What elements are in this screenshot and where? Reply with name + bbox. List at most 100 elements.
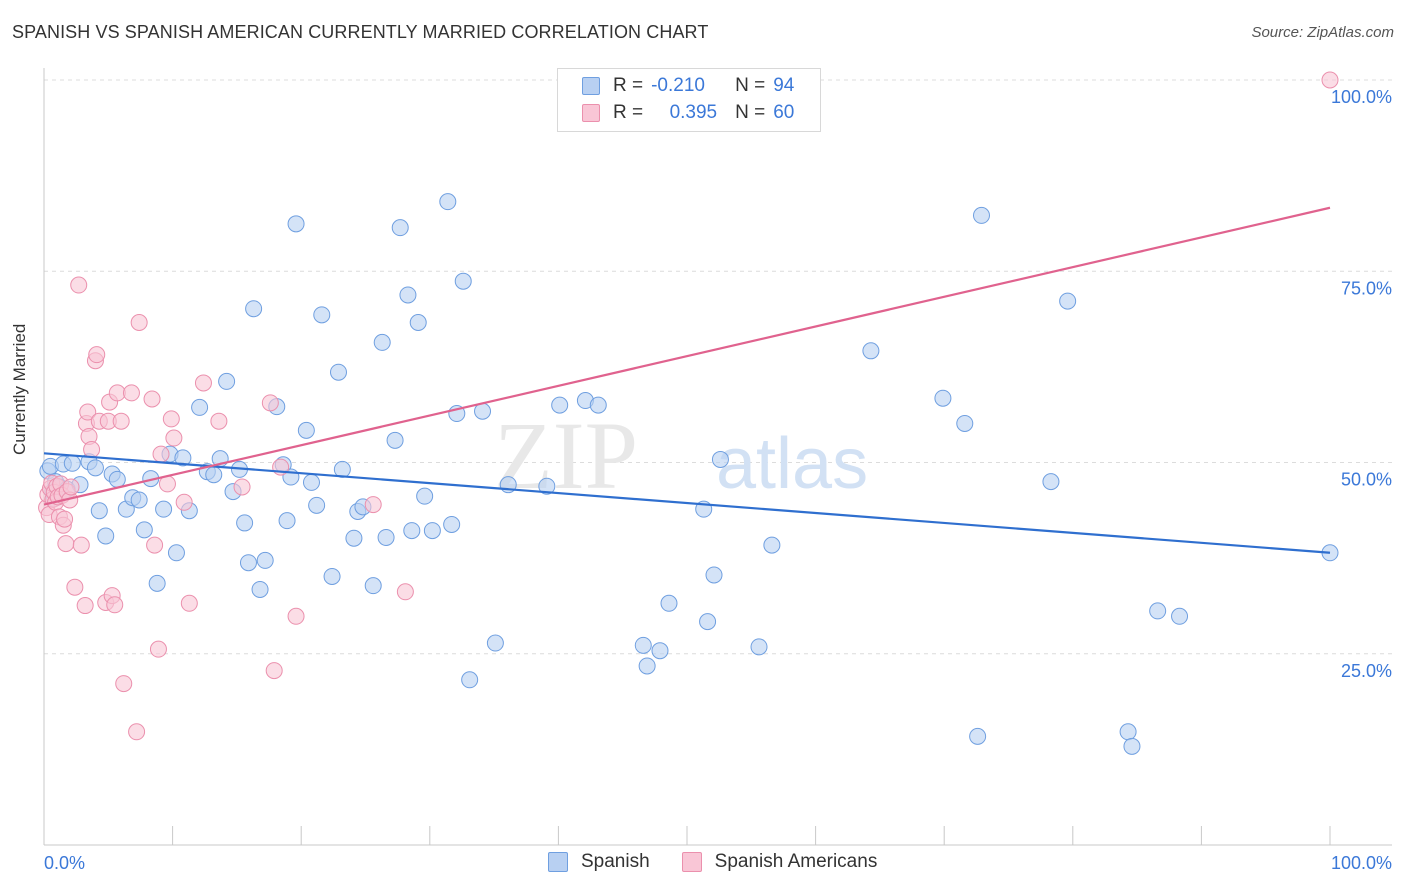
spanish-american-point xyxy=(122,384,140,402)
spanish-point xyxy=(86,459,104,477)
spanish-american-point xyxy=(364,496,382,514)
spanish-point xyxy=(391,219,409,237)
stats-row-spanish-americans: R = 0.395 N = 60 xyxy=(582,101,794,125)
spanish-point xyxy=(1149,602,1167,620)
spanish-point xyxy=(1119,723,1137,741)
spanish-point xyxy=(135,521,153,539)
spanish-point xyxy=(423,522,441,540)
r-value: 0.395 xyxy=(669,102,718,123)
spanish-point xyxy=(155,500,173,518)
spanish-american-point xyxy=(261,394,279,412)
spanish-american-point xyxy=(115,675,133,693)
x-tick-label: 0.0% xyxy=(44,853,85,873)
spanish-point xyxy=(1059,292,1077,310)
spanish-point xyxy=(302,473,320,491)
n-label: N = xyxy=(735,75,766,96)
spanish-point xyxy=(364,577,382,595)
spanish-point xyxy=(191,398,209,416)
spanish-point xyxy=(239,554,257,572)
spanish-point xyxy=(1171,607,1189,625)
spanish-point xyxy=(638,657,656,675)
watermark-atlas: atlas xyxy=(716,424,868,504)
spanish-point xyxy=(323,567,341,585)
spanish-american-point xyxy=(180,594,198,612)
spanish-point xyxy=(439,193,457,211)
watermark: ZIP atlas xyxy=(494,402,868,509)
spanish-point xyxy=(409,314,427,332)
spanish-point xyxy=(660,594,678,612)
y-tick-label: 75.0% xyxy=(1341,278,1392,298)
spanish-point xyxy=(454,272,472,290)
spanish-american-point xyxy=(70,276,88,294)
spanish-american-point xyxy=(265,662,283,680)
spanish-point xyxy=(551,396,569,414)
spanish-americans-swatch xyxy=(582,104,600,122)
r-label: R = xyxy=(613,75,644,96)
chart-title: SPANISH VS SPANISH AMERICAN CURRENTLY MA… xyxy=(12,22,709,42)
watermark-zip: ZIP xyxy=(494,402,638,509)
spanish-point xyxy=(256,551,274,569)
spanish-american-point xyxy=(143,390,161,408)
legend-item-spanish-americans[interactable]: Spanish Americans xyxy=(681,851,878,873)
spanish-point xyxy=(443,515,461,533)
legend-item-spanish[interactable]: Spanish xyxy=(548,851,650,873)
spanish-american-point xyxy=(165,429,183,447)
trend-layer xyxy=(43,206,1331,554)
spanish-point xyxy=(108,470,126,488)
spanish-swatch xyxy=(548,852,568,872)
n-value: 94 xyxy=(773,75,795,96)
grid-layer xyxy=(44,79,1392,655)
spanish-point xyxy=(313,306,331,324)
spanish-point xyxy=(934,389,952,407)
spanish-point xyxy=(403,522,421,540)
spanish-point xyxy=(329,363,347,381)
spanish-point xyxy=(174,449,192,467)
spanish-point xyxy=(167,544,185,562)
spanish-american-point xyxy=(233,478,251,496)
spanish-point xyxy=(699,613,717,631)
spanish-point xyxy=(245,300,263,318)
spanish-american-point xyxy=(106,596,124,614)
chart-source: Source: ZipAtlas.com xyxy=(1251,24,1394,41)
spanish-american-point xyxy=(76,597,94,615)
spanish-point xyxy=(956,414,974,432)
spanish-point xyxy=(251,580,269,598)
spanish-point xyxy=(972,206,990,224)
spanish-american-point xyxy=(194,374,212,392)
spanish-american-point xyxy=(130,314,148,332)
spanish-point xyxy=(634,636,652,654)
spanish-american-point xyxy=(146,536,164,554)
legend-label: Spanish Americans xyxy=(714,851,878,872)
spanish-point xyxy=(148,574,166,592)
spanish-american-point xyxy=(396,583,414,601)
spanish-point xyxy=(287,215,305,233)
spanish-american-point xyxy=(62,478,80,496)
n-value: 60 xyxy=(773,102,795,123)
spanish-american-point xyxy=(72,536,90,554)
spanish-american-point xyxy=(83,440,101,458)
spanish-point xyxy=(130,491,148,509)
r-value: -0.210 xyxy=(651,75,705,96)
spanish-american-point xyxy=(210,412,228,430)
spanish-point xyxy=(1123,737,1141,755)
spanish-american-point xyxy=(79,403,97,421)
points-layer xyxy=(38,71,1339,755)
tick-labels: 25.0% 50.0% 75.0% 100.0% 0.0% 100.0% xyxy=(44,87,1392,873)
spanish-american-point xyxy=(162,410,180,428)
spanish-point xyxy=(763,536,781,554)
spanish-trendline xyxy=(43,452,1331,554)
spanish-point xyxy=(278,512,296,530)
y-tick-label: 25.0% xyxy=(1341,661,1392,681)
spanish-american-point xyxy=(175,493,193,511)
spanish-american-point xyxy=(56,510,74,528)
spanish-point xyxy=(386,431,404,449)
spanish-american-point xyxy=(112,412,130,430)
spanish-point xyxy=(486,634,504,652)
spanish-point xyxy=(90,502,108,520)
x-tick-label: 100.0% xyxy=(1331,853,1392,873)
spanish-point xyxy=(461,671,479,689)
spanish-american-point xyxy=(88,346,106,364)
spanish-point xyxy=(416,487,434,505)
spanish-point xyxy=(345,529,363,547)
